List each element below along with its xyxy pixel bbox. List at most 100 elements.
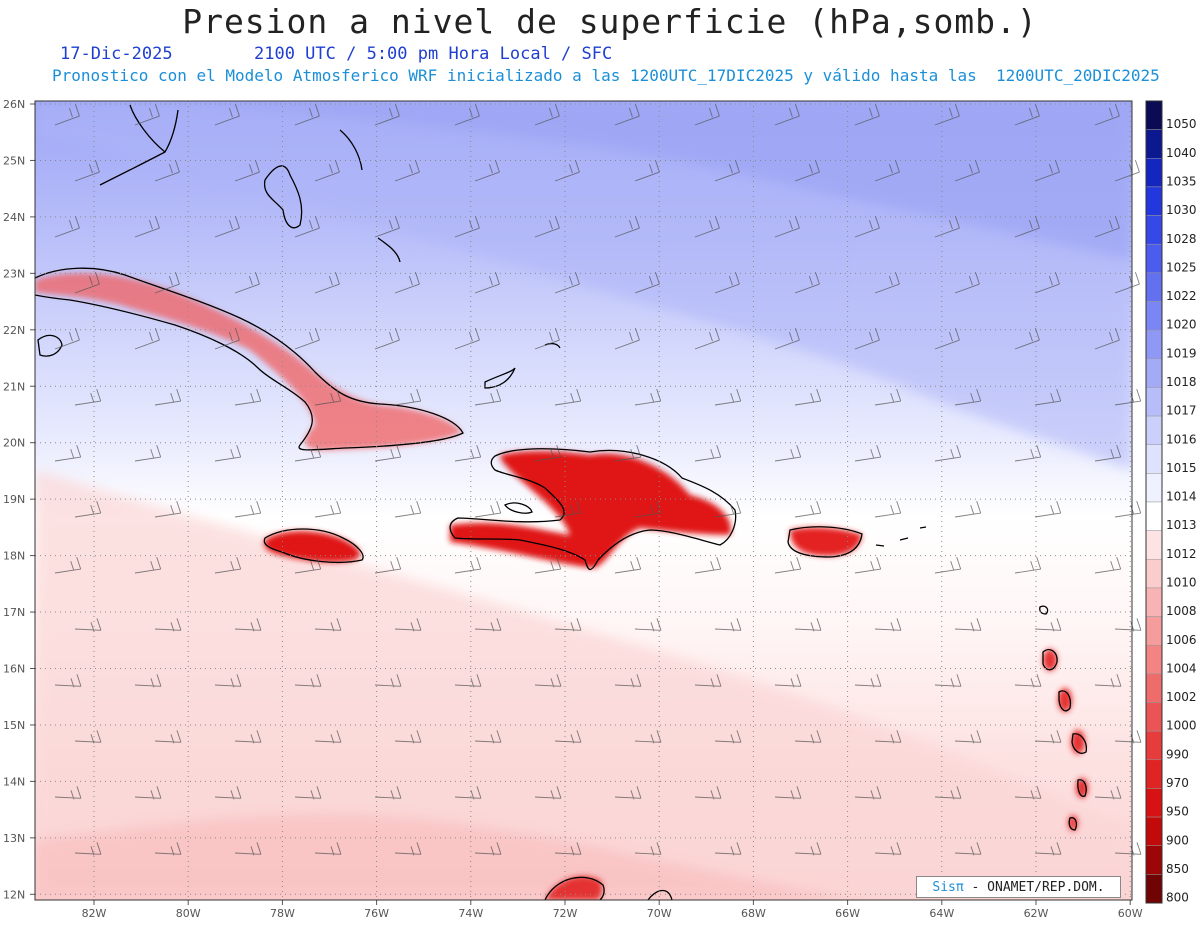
wind-barb-flag <box>1050 734 1055 744</box>
wind-barb-shaft <box>774 568 801 574</box>
wind-barb-shaft <box>474 852 501 855</box>
wind-barb-shaft <box>234 400 261 406</box>
wind-barb-shaft <box>854 339 880 350</box>
colorbar-label: 1000 <box>1166 719 1197 733</box>
wind-barb-shaft <box>714 852 741 855</box>
wind-barb-shaft <box>214 796 241 799</box>
wind-barb-shaft <box>294 339 320 350</box>
colorbar-cell <box>1145 415 1163 445</box>
wind-barb-flag <box>308 331 313 342</box>
wind-barb-shaft <box>1094 339 1120 350</box>
wind-barb-flag <box>396 786 402 799</box>
wind-barb-flag <box>1050 622 1055 632</box>
wind-barb-shaft <box>554 740 581 743</box>
wind-barb-shaft <box>954 400 981 406</box>
wind-barb-flag <box>568 163 573 174</box>
wind-barb-flag <box>496 500 502 514</box>
wind-barb-shaft <box>634 852 661 855</box>
wind-barb-flag <box>388 331 393 342</box>
wind-barb-flag <box>96 500 102 514</box>
wind-barb-flag <box>796 444 802 458</box>
wind-barb-flag <box>970 392 975 403</box>
wind-barb-flag <box>174 271 180 285</box>
wind-barb-flag <box>890 734 895 744</box>
colorbar-cell <box>1145 788 1163 818</box>
wind-barb-shaft <box>54 227 80 238</box>
wind-barb-flag <box>556 444 562 458</box>
wind-barb-flag <box>654 159 660 173</box>
colorbar-label: 850 <box>1166 862 1189 876</box>
wind-barb-shaft <box>214 568 241 574</box>
wind-barb-flag <box>468 219 473 230</box>
wind-barb-shaft <box>74 628 101 631</box>
wind-barb-flag <box>410 622 415 632</box>
wind-barb-flag <box>74 327 80 341</box>
wind-barb-shaft <box>1014 568 1041 574</box>
wind-barb-shaft <box>1094 456 1121 462</box>
st-vincent-coast <box>1068 817 1077 831</box>
wind-barb-shaft <box>714 171 740 182</box>
colorbar-label: 1050 <box>1166 117 1197 131</box>
wind-barb-flag <box>330 846 335 856</box>
wind-barb-flag <box>316 444 322 458</box>
wind-barb-flag <box>736 388 742 402</box>
lon-label: 66W <box>835 907 860 920</box>
wind-barb-flag <box>870 790 875 800</box>
wind-barb-shaft <box>74 283 100 294</box>
wind-barb-shaft <box>874 171 900 182</box>
wind-barb-shaft <box>454 339 480 350</box>
wind-barb-flag <box>476 556 482 570</box>
lat-label: 18N <box>3 550 25 563</box>
lon-label: 82W <box>82 907 107 920</box>
colorbar-cell <box>1145 501 1163 531</box>
wind-barb-flag <box>1108 107 1113 118</box>
wind-barb-flag <box>230 560 235 571</box>
lon-label: 60W <box>1118 907 1143 920</box>
wind-barb-shaft <box>294 796 321 799</box>
wind-barb-flag <box>408 275 413 286</box>
wind-barb-flag <box>174 159 180 173</box>
wind-barb-shaft <box>634 283 660 294</box>
wind-barb-flag <box>1028 219 1033 230</box>
lat-label: 12N <box>3 888 25 901</box>
wind-barb-flag <box>256 388 262 402</box>
wind-barb-flag <box>890 846 895 856</box>
wind-barb-flag <box>710 448 715 459</box>
wind-barb-flag <box>950 448 955 459</box>
wind-barb-flag <box>710 790 715 800</box>
wind-barb-flag <box>576 618 582 631</box>
wind-barb-shaft <box>1014 339 1040 350</box>
wind-barb-flag <box>976 842 982 855</box>
wind-barb-shaft <box>714 283 740 294</box>
wind-barb-flag <box>88 275 93 286</box>
wind-barb-flag <box>394 215 400 229</box>
wind-barb-shaft <box>854 227 880 238</box>
wind-barb-shaft <box>314 512 341 518</box>
wind-barb-flag <box>656 500 662 514</box>
wind-barb-shaft <box>154 740 181 743</box>
colorbar-frame <box>1145 100 1163 904</box>
wind-barb-shaft <box>154 628 181 631</box>
wind-barb-shaft <box>934 339 960 350</box>
wind-barb-flag <box>336 618 342 631</box>
wind-barb-shaft <box>694 227 720 238</box>
wind-barb-flag <box>788 107 793 118</box>
wind-barb-flag <box>1028 107 1033 118</box>
wind-barb-flag <box>1134 159 1140 173</box>
wind-barb-shaft <box>234 283 260 294</box>
wind-barb-shaft <box>214 339 240 350</box>
wind-barb-shaft <box>74 400 101 406</box>
wind-barb-flag <box>470 560 475 571</box>
wind-barb-flag <box>628 331 633 342</box>
wind-barb-flag <box>336 730 342 743</box>
wind-barb-flag <box>796 556 802 570</box>
wind-barb-shaft <box>54 568 81 574</box>
wind-barb-shaft <box>874 512 901 518</box>
colorbar-cell <box>1145 158 1163 188</box>
wind-barb-flag <box>976 618 982 631</box>
wind-barb-flag <box>176 730 182 743</box>
wind-barb-flag <box>88 163 93 174</box>
wind-barb-flag <box>896 388 902 402</box>
wind-barb-flag <box>574 159 580 173</box>
wind-barb-flag <box>410 734 415 744</box>
